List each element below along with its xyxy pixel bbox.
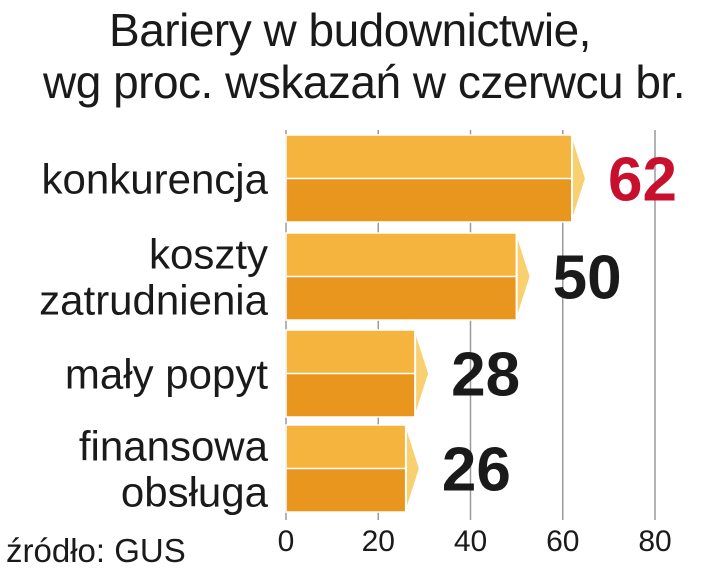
bar-end-cap [404, 424, 421, 513]
bar-bottom-face [286, 468, 406, 512]
bar-top-face [286, 425, 406, 469]
category-label: obsługa [121, 469, 269, 516]
x-tick-label: 40 [454, 525, 487, 558]
source-note: źródło: GUS [6, 532, 186, 569]
bar-outline [285, 134, 573, 223]
bar-outline [285, 424, 407, 513]
x-tick-label: 0 [278, 525, 295, 558]
chart-title-line-1: Bariery w budownictwie, [109, 4, 591, 56]
x-tick-label: 20 [362, 525, 395, 558]
category-label: finansowa [79, 423, 269, 470]
category-label: koszty [149, 231, 268, 278]
bar-value-label: 26 [442, 436, 511, 505]
x-tick-label: 60 [546, 525, 579, 558]
bar-outline [285, 232, 518, 321]
chart-title-line-2: wg proc. wskazań w czerwcu br. [42, 56, 686, 108]
bar-end-cap [515, 232, 532, 321]
bar-value-label: 28 [451, 341, 520, 410]
x-tick-label: 80 [638, 525, 671, 558]
category-label: mały popyt [65, 351, 268, 398]
bar-top-face [286, 135, 572, 179]
bar-end-cap [570, 134, 588, 223]
category-label: konkurencja [42, 156, 269, 203]
bar-bottom-face [286, 276, 517, 320]
bar-value-label: 50 [553, 244, 622, 313]
category-label: zatrudnienia [39, 277, 268, 324]
bar-bottom-face [286, 373, 416, 417]
bar-end-cap [414, 329, 431, 418]
bar-top-face [286, 233, 517, 277]
bar-bottom-face [286, 178, 572, 222]
bar-outline [285, 329, 416, 418]
bar-value-label: 62 [608, 146, 677, 215]
bar-top-face [286, 330, 416, 374]
